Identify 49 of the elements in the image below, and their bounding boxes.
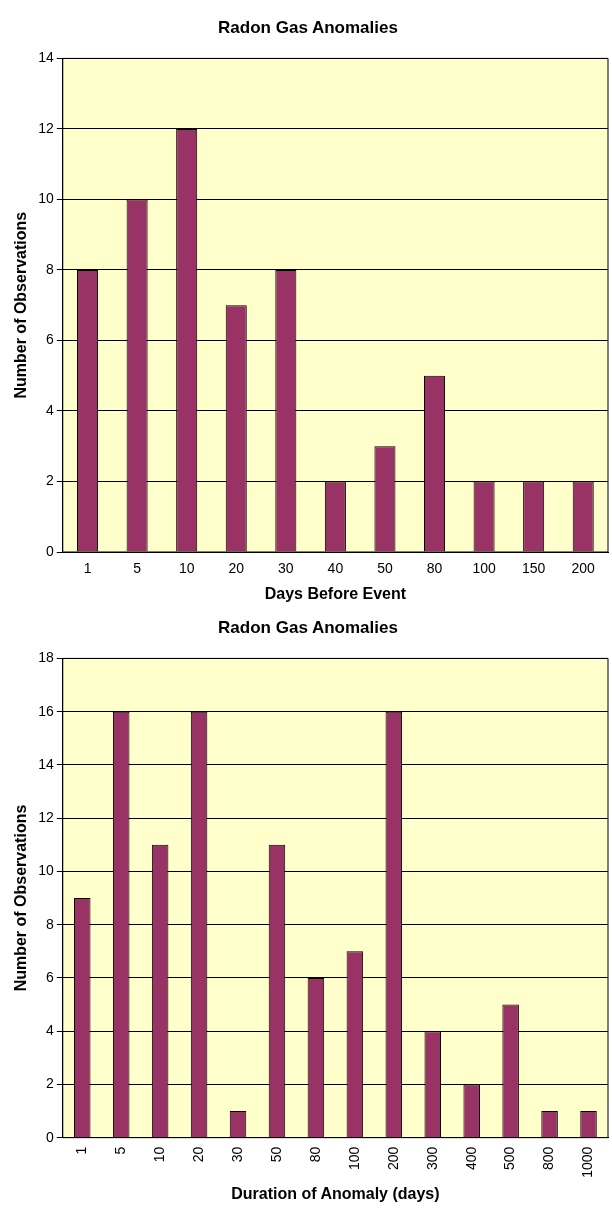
x-tick-label: 1 — [83, 560, 92, 577]
x-tick-label: 200 — [384, 1146, 401, 1171]
y-tick-label: 2 — [45, 472, 54, 489]
y-tick-label: 4 — [45, 1022, 54, 1039]
y-tick-label: 8 — [45, 260, 54, 277]
y-tick-label: 14 — [38, 49, 54, 66]
x-tick-label: 20 — [228, 560, 245, 577]
y-axis-title: Number of Observations — [12, 211, 30, 399]
x-tick-label: 40 — [327, 560, 344, 577]
y-tick-label: 10 — [38, 190, 54, 207]
x-tick-label: 50 — [267, 1146, 284, 1163]
y-tick-label: 4 — [45, 401, 54, 418]
x-tick-label: 5 — [112, 1146, 129, 1155]
x-tick-label: 400 — [462, 1146, 479, 1171]
y-tick-label: 16 — [38, 702, 54, 719]
x-tick-label: 1000 — [579, 1146, 596, 1178]
x-tick-label: 1 — [73, 1146, 90, 1155]
x-tick-label: 30 — [228, 1146, 245, 1163]
y-tick-label: 8 — [45, 915, 54, 932]
y-axis-title: Number of Observations — [12, 804, 30, 992]
x-tick-label: 80 — [426, 560, 443, 577]
y-tick-label: 0 — [45, 1128, 54, 1145]
y-tick-label: 18 — [38, 649, 54, 666]
y-tick-label: 0 — [45, 542, 54, 559]
x-tick-label: 800 — [540, 1146, 557, 1171]
x-axis-title: Days Before Event — [264, 584, 407, 602]
y-tick-label: 2 — [45, 1075, 54, 1092]
x-tick-label: 5 — [133, 560, 142, 577]
y-tick-label: 14 — [38, 755, 54, 772]
chart-title: Radon Gas Anomalies — [218, 617, 398, 637]
x-tick-label: 80 — [306, 1146, 323, 1163]
y-tick-label: 6 — [45, 331, 54, 348]
y-tick-label: 10 — [38, 862, 54, 879]
x-tick-label: 300 — [423, 1146, 440, 1171]
x-tick-label: 10 — [150, 1146, 167, 1163]
x-tick-label: 100 — [472, 560, 496, 577]
x-tick-label: 30 — [278, 560, 294, 577]
y-tick-label: 12 — [38, 809, 54, 826]
x-tick-label: 200 — [571, 560, 596, 577]
y-tick-label: 6 — [45, 968, 54, 985]
x-tick-label: 100 — [345, 1146, 362, 1171]
x-tick-label: 500 — [501, 1146, 518, 1171]
x-tick-label: 50 — [377, 560, 393, 577]
x-tick-label: 150 — [521, 560, 546, 577]
y-tick-label: 12 — [38, 119, 54, 136]
x-axis-title: Duration of Anomaly (days) — [231, 1184, 440, 1202]
chart-title: Radon Gas Anomalies — [218, 17, 398, 37]
x-tick-label: 20 — [189, 1146, 206, 1163]
x-tick-label: 10 — [178, 560, 195, 577]
